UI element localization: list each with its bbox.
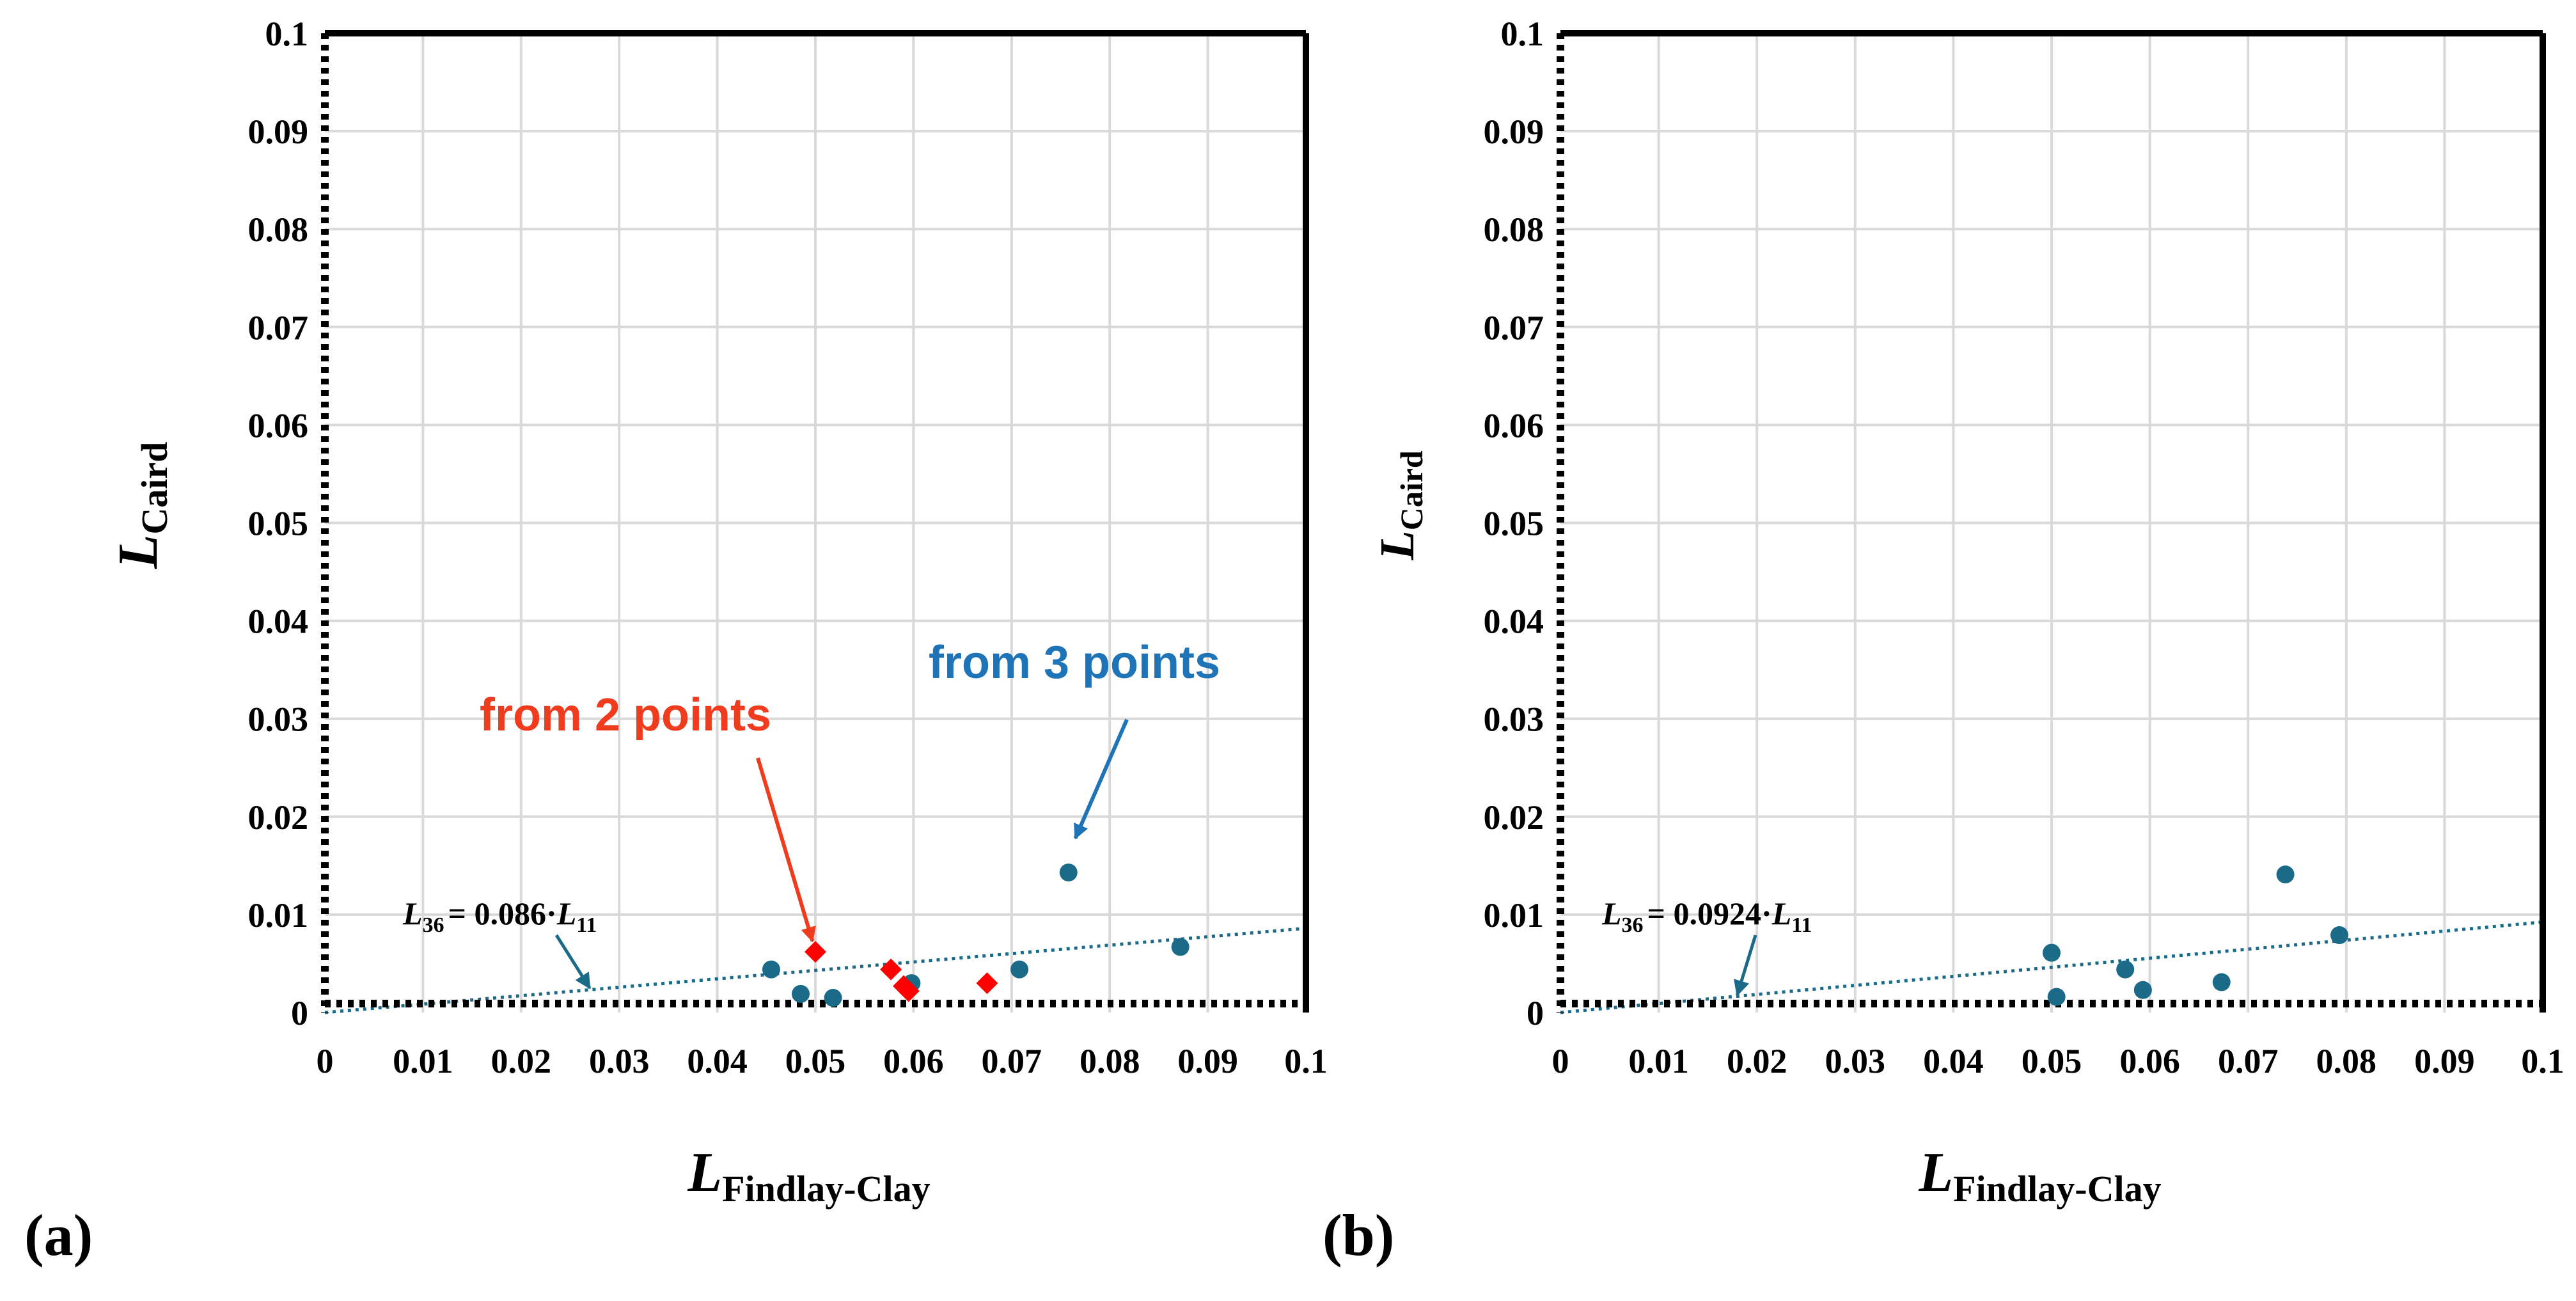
y-tick-label: 0.04: [248, 603, 309, 641]
y-tick-label: 0.08: [248, 210, 309, 249]
data-point-circle: [2116, 960, 2135, 979]
x-tick-label: 0.03: [589, 1042, 650, 1080]
data-point-diamond: [805, 941, 826, 963]
y-tick-label: 0.09: [1484, 113, 1544, 151]
data-point-circle: [1010, 960, 1029, 979]
data-points-b: [2043, 865, 2349, 1006]
y-axis-title-a: LCaird: [107, 442, 175, 570]
data-point-circle: [824, 989, 842, 1007]
x-tick-label: 0.04: [1923, 1042, 1984, 1080]
grid-b: [1560, 33, 2543, 1013]
annotation-from-2-points: from 2 points: [480, 690, 771, 741]
x-tick-label: 0.1: [1284, 1042, 1328, 1080]
x-tick-label: 0.05: [785, 1042, 846, 1080]
data-point-diamond: [976, 972, 998, 995]
x-tick-label: 0.07: [2218, 1042, 2279, 1080]
y-tick-label: 0: [1527, 994, 1544, 1032]
y-tick-label: 0.1: [265, 15, 309, 53]
x-tick-label: 0: [317, 1042, 334, 1080]
data-point-circle: [2133, 981, 2152, 999]
y-tick-label: 0.01: [248, 896, 309, 934]
x-tick-label: 0.04: [687, 1042, 748, 1080]
y-tick-label: 0.1: [1501, 15, 1544, 53]
y-tick-label: 0.03: [248, 700, 309, 739]
annotations-a: [554, 718, 1129, 990]
data-point-circle: [2043, 943, 2061, 962]
data-point-circle: [791, 984, 810, 1003]
x-tick-label: 0.08: [1080, 1042, 1140, 1080]
x-tick-labels-a: 0 0.01 0.02 0.03 0.04 0.05 0.06 0.07 0.08 0.09 0.1: [317, 1042, 1328, 1080]
y-tick-label: 0.04: [1484, 603, 1544, 641]
annotation-arrow: [1073, 718, 1129, 840]
x-tick-label: 0.06: [883, 1042, 944, 1080]
equation-label-a: L36 = 0.086·L11: [402, 895, 597, 937]
x-tick-label: 0.03: [1825, 1042, 1886, 1080]
y-tick-label: 0.08: [1484, 210, 1544, 249]
trendline: [1560, 920, 2543, 1014]
equation-arrow: [554, 934, 592, 990]
y-tick-label: 0.05: [1484, 505, 1544, 543]
data-point-circle: [2330, 926, 2349, 945]
x-tick-label: 0.09: [1177, 1042, 1238, 1080]
y-tick-label: 0: [291, 994, 308, 1032]
data-point-circle: [1059, 863, 1078, 882]
x-tick-label: 0: [1552, 1042, 1569, 1080]
annotation-arrow: [756, 757, 816, 943]
data-point-circle: [1171, 938, 1190, 956]
plot-frame-b: [1557, 30, 2546, 1013]
y-axis-title-b: LCaird: [1370, 450, 1429, 561]
data-point-diamond: [897, 980, 920, 1002]
x-tick-label: 0.07: [982, 1042, 1042, 1080]
x-axis-title-b: LFindlay-Clay: [1918, 1142, 2161, 1210]
y-tick-label: 0.03: [1484, 700, 1544, 739]
y-tick-label: 0.01: [1484, 896, 1544, 934]
x-tick-label: 0.01: [1628, 1042, 1689, 1080]
y-tick-labels-b: 0 0.01 0.02 0.03 0.04 0.05 0.06 0.07 0.08 0.09 0.1: [1484, 15, 1544, 1032]
x-tick-label: 0.08: [2316, 1042, 2377, 1080]
annotations-b: [1734, 934, 1757, 997]
chart-panel-b: 0 0.01 0.02 0.03 0.04 0.05 0.06 0.07 0.08 0.09 0.1…: [1323, 15, 2564, 1268]
x-tick-label: 0.02: [491, 1042, 552, 1080]
x-axis-title-a: LFindlay-Clay: [687, 1142, 930, 1210]
data-point-circle: [2276, 865, 2295, 884]
data-point-diamond: [880, 958, 902, 981]
trendline-b: [1560, 920, 2543, 1014]
x-tick-label: 0.05: [2022, 1042, 2082, 1080]
trendline-a: [324, 926, 1307, 1014]
y-tick-label: 0.06: [1484, 406, 1544, 445]
y-tick-labels-a: 0 0.01 0.02 0.03 0.04 0.05 0.06 0.07 0.08 0.09 0.1: [248, 15, 309, 1032]
panel-label-b: (b): [1323, 1202, 1394, 1268]
y-tick-label: 0.07: [1484, 308, 1544, 347]
x-tick-label: 0.09: [2414, 1042, 2475, 1080]
equation-arrow: [1734, 934, 1757, 997]
x-tick-label: 0.1: [2521, 1042, 2564, 1080]
annotation-from-3-points: from 3 points: [929, 637, 1220, 688]
data-points-a: [762, 863, 1190, 1007]
y-tick-label: 0.09: [248, 113, 309, 151]
data-point-circle: [2212, 973, 2231, 991]
data-point-circle: [762, 960, 780, 979]
chart-panel-a: 0 0.01 0.02 0.03 0.04 0.05 0.06 0.07 0.08 0.09 0.1…: [24, 15, 1328, 1268]
equation-label-b: L36 = 0.0924·L11: [1601, 895, 1812, 937]
y-tick-label: 0.02: [248, 798, 309, 837]
x-tick-label: 0.01: [393, 1042, 453, 1080]
x-tick-label: 0.02: [1727, 1042, 1787, 1080]
x-tick-labels-b: 0 0.01 0.02 0.03 0.04 0.05 0.06 0.07 0.08 0.09 0.1: [1552, 1042, 2564, 1080]
y-tick-label: 0.02: [1484, 798, 1544, 837]
trendline: [324, 926, 1307, 1014]
y-tick-label: 0.06: [248, 406, 309, 445]
y-tick-label: 0.05: [248, 505, 309, 543]
x-tick-label: 0.06: [2119, 1042, 2180, 1080]
panel-label-a: (a): [24, 1202, 93, 1268]
grid-a: [325, 33, 1306, 1013]
y-tick-label: 0.07: [248, 308, 309, 347]
plot-frame-a: [321, 30, 1309, 1013]
data-point-circle: [2047, 988, 2066, 1006]
